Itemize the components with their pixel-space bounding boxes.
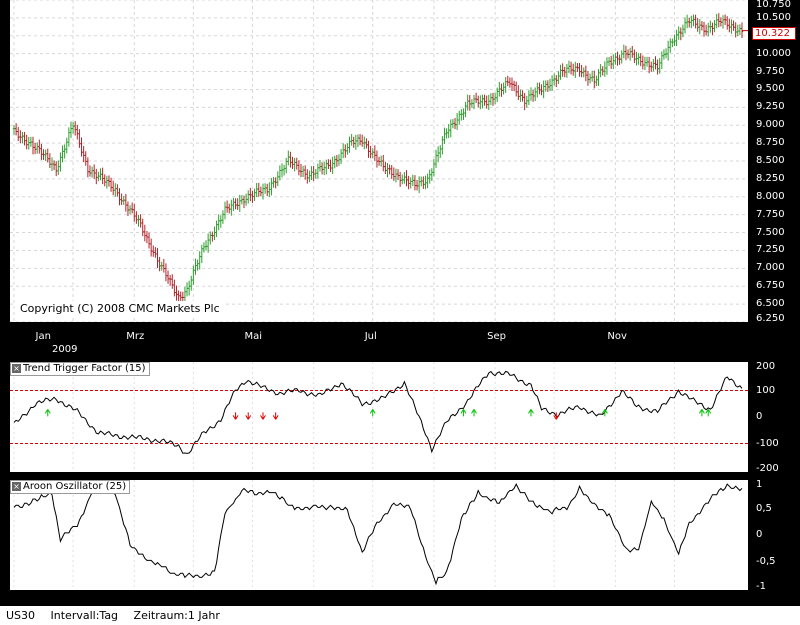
last-price-badge: 10.322	[752, 27, 796, 40]
ttf-line	[13, 370, 743, 454]
price-tick-label: 7.250	[756, 244, 785, 256]
interval-label: Intervall:Tag	[50, 609, 119, 622]
aroon-tick-label: -1	[756, 581, 766, 592]
ttf-tick-label: -100	[756, 437, 779, 449]
buy-arrow-icon	[705, 409, 712, 417]
buy-arrow-icon	[698, 409, 705, 417]
symbol-label: US30	[6, 609, 36, 622]
price-tick-label: 9.250	[756, 101, 785, 113]
aroon-tick-label: 0	[756, 529, 763, 540]
aroon-chart-svg	[13, 480, 743, 590]
aroon-tick-label: -0,5	[756, 555, 776, 567]
date-tick-label: Mrz	[126, 331, 145, 342]
price-tick-label: 9.750	[756, 65, 785, 77]
price-tick-label: 6.750	[756, 280, 785, 292]
price-tick-label: 7.750	[756, 208, 785, 220]
status-bar: US30 Intervall:Tag Zeitraum:1 Jahr	[0, 606, 800, 625]
ttf-tick-label: 0	[756, 411, 763, 422]
ttf-chart-svg	[10, 362, 748, 472]
buy-arrow-icon	[528, 409, 534, 417]
price-tick-label: 7.000	[756, 262, 785, 274]
sell-arrow-icon	[553, 412, 560, 420]
year-label: 2009	[52, 344, 78, 355]
price-chart-svg	[10, 0, 748, 322]
period-label: Zeitraum:1 Jahr	[133, 609, 220, 622]
price-tick-label: 10.500	[756, 11, 791, 23]
aroon-tick-label: 1	[756, 479, 763, 490]
ttf-title[interactable]: × Trend Trigger Factor (15)	[10, 362, 150, 376]
aroon-title[interactable]: × Aroon Oszillator (25)	[10, 480, 131, 494]
price-tick-label: 6.250	[756, 313, 785, 324]
price-tick-label: 8.250	[756, 172, 785, 184]
aroon-tick-label: 0,5	[756, 502, 772, 514]
date-tick-label: Jul	[364, 331, 377, 342]
aroon-title-label: Aroon Oszillator (25)	[23, 481, 127, 492]
price-tick-label: 7.500	[756, 226, 785, 238]
sell-arrow-icon	[272, 412, 279, 420]
sell-arrow-icon	[260, 412, 266, 420]
aroon-line	[13, 482, 743, 586]
sell-arrow-icon	[245, 412, 252, 420]
aroon-close-icon[interactable]: ×	[12, 482, 21, 491]
ttf-close-icon[interactable]: ×	[12, 364, 21, 373]
ttf-indicator-panel[interactable]: × Trend Trigger Factor (15)	[10, 362, 748, 472]
aroon-indicator-panel[interactable]: × Aroon Oszillator (25)	[10, 480, 748, 590]
buy-arrow-icon	[601, 409, 608, 417]
price-tick-label: 8.750	[756, 137, 785, 149]
price-tick-label: 9.000	[756, 119, 785, 131]
price-tick-label: 9.500	[756, 83, 785, 95]
price-tick-label: 8.500	[756, 155, 785, 166]
date-tick-label: Jan	[35, 331, 51, 342]
buy-arrow-icon	[460, 409, 467, 417]
buy-arrow-icon	[44, 409, 51, 417]
ttf-title-label: Trend Trigger Factor (15)	[23, 363, 146, 374]
ttf-tick-label: 100	[756, 384, 776, 396]
date-tick-label: Nov	[607, 331, 627, 342]
sell-arrow-icon	[232, 412, 239, 420]
price-tick-label: 6.500	[756, 298, 785, 310]
copyright-label: Copyright (C) 2008 CMC Markets Plc	[16, 301, 224, 316]
price-chart-panel[interactable]: Copyright (C) 2008 CMC Markets Plc	[10, 0, 748, 322]
price-tick-label: 10.750	[756, 0, 791, 10]
price-tick-label: 10.000	[756, 47, 791, 59]
buy-arrow-icon	[369, 409, 376, 417]
buy-arrow-icon	[471, 409, 477, 417]
date-tick-label: Sep	[487, 331, 506, 342]
ttf-tick-label: -200	[756, 463, 779, 474]
date-tick-label: Mai	[244, 331, 262, 342]
ttf-tick-label: 200	[756, 361, 776, 372]
price-tick-label: 8.000	[756, 190, 785, 202]
